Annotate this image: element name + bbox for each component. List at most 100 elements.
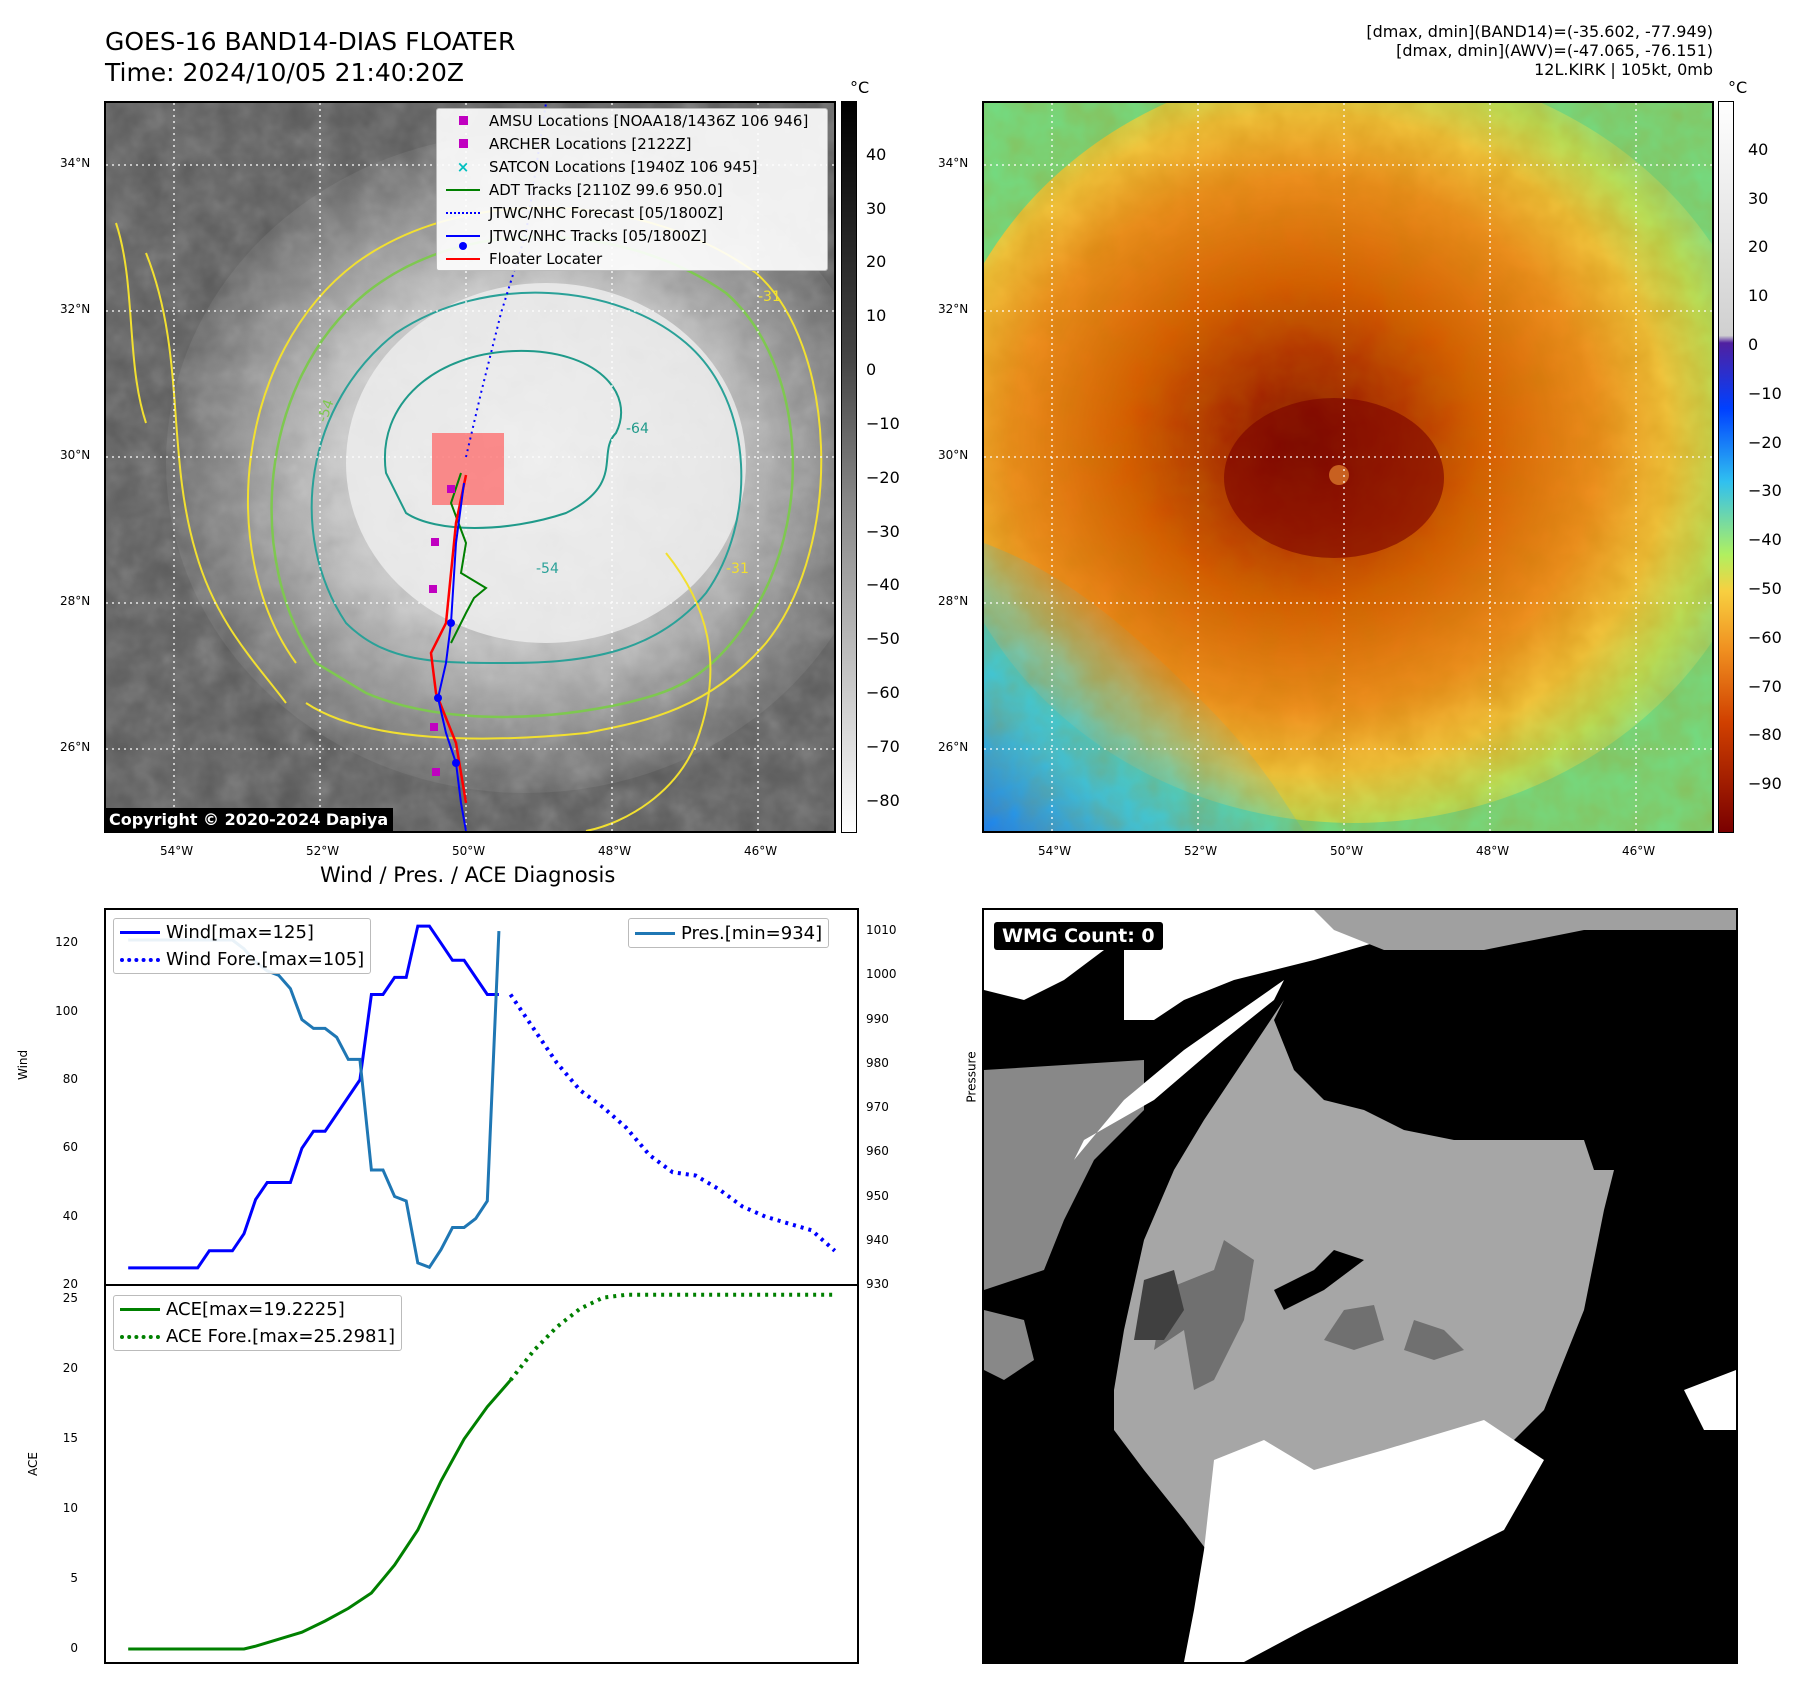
- adt-track: [449, 472, 488, 644]
- wmg-count-badge: WMG Count: 0: [994, 922, 1163, 950]
- legend-label: Floater Locater: [489, 249, 603, 268]
- wmg-image: [984, 910, 1736, 1662]
- axis-tick-label: 940: [866, 1232, 889, 1247]
- colorbar-tick-label: 40: [866, 144, 887, 164]
- map-legend: AMSU Locations [NOAA18/1436Z 106 946] AR…: [436, 108, 828, 271]
- contour-label: -64: [626, 421, 649, 437]
- axis-tick-label: 0: [70, 1641, 78, 1655]
- dot-marker-icon: [459, 241, 467, 250]
- axis-tick-label: 25: [62, 1291, 78, 1305]
- lat-label: 30°N: [938, 448, 969, 462]
- lat-label: 34°N: [60, 156, 91, 170]
- legend-label: Wind Fore.[max=105]: [166, 949, 365, 970]
- colorbar-left: [841, 101, 857, 833]
- legend-tracks: JTWC/NHC Tracks [05/1800Z]: [437, 224, 827, 250]
- storm-info: 12L.KIRK | 105kt, 0mb: [1534, 60, 1713, 79]
- lon-label: 52°W: [306, 844, 340, 858]
- colorbar-tick-label: −50: [866, 629, 900, 649]
- axis-tick-label: 15: [62, 1431, 78, 1445]
- wind-legend: Wind[max=125] Wind Fore.[max=105]: [113, 918, 372, 974]
- legend-label: JTWC/NHC Tracks [05/1800Z]: [489, 226, 707, 245]
- colorbar-tick-label: −90: [1748, 774, 1782, 794]
- legend-forecast: JTWC/NHC Forecast [05/1800Z]: [437, 201, 827, 224]
- legend-wind: Wind[max=125]: [114, 919, 370, 946]
- forecast-track: [465, 103, 547, 458]
- dotted-line-icon: [120, 1334, 160, 1339]
- colorbar-tick-label: −60: [1748, 627, 1782, 647]
- axis-tick-label: 120: [55, 935, 78, 950]
- colorbar-tick-label: 30: [1748, 188, 1769, 208]
- contour-label: -31: [758, 289, 781, 305]
- square-marker-icon: [458, 116, 468, 125]
- pressure-series-line: [128, 931, 501, 1270]
- legend-label: Wind[max=125]: [166, 922, 314, 943]
- axis-tick-label: 10: [62, 1501, 78, 1515]
- lat-label: 32°N: [938, 302, 969, 316]
- contour-label: -31: [726, 561, 749, 577]
- colorbar-tick-label: 30: [866, 198, 887, 218]
- wind-series-line: [128, 924, 499, 1270]
- ir-grayscale-image: -54 -64 -54 -31 -31: [106, 103, 834, 831]
- axis-tick-label: 60: [62, 1140, 78, 1155]
- legend-ace-forecast: ACE Fore.[max=25.2981]: [114, 1323, 401, 1350]
- floater-box: [432, 433, 504, 505]
- colorbar-right: [1718, 101, 1734, 833]
- x-marker-icon: ×: [456, 157, 470, 176]
- lat-label: 26°N: [60, 740, 91, 754]
- legend-wind-forecast: Wind Fore.[max=105]: [114, 946, 370, 973]
- ace-panel: [104, 1284, 859, 1664]
- diagnosis-plots: [104, 908, 859, 1664]
- square-marker-icon: [458, 139, 468, 148]
- legend-label: SATCON Locations [1940Z 106 945]: [489, 157, 758, 176]
- axis-tick-label: 970: [866, 1100, 889, 1115]
- legend-label: ARCHER Locations [2122Z]: [489, 134, 692, 153]
- axis-tick-label: 40: [62, 1208, 78, 1223]
- legend-label: Pres.[min=934]: [681, 922, 823, 944]
- axis-tick-label: 990: [866, 1011, 889, 1026]
- lon-label: 46°W: [744, 844, 778, 858]
- colorbar-tick-label: −10: [866, 413, 900, 433]
- axis-tick-label: 100: [55, 1003, 78, 1018]
- colorbar-tick-label: −60: [866, 683, 900, 703]
- colorbar-tick-label: −30: [1748, 481, 1782, 501]
- legend-label: ADT Tracks [2110Z 99.6 950.0]: [489, 180, 723, 199]
- wind-ylabel: Wind: [16, 1049, 30, 1080]
- best-track-points: [434, 619, 460, 767]
- ace-forecast-line: [508, 1292, 835, 1382]
- line-icon: [635, 931, 675, 935]
- axis-tick-label: 960: [866, 1144, 889, 1159]
- lon-label: 48°W: [598, 844, 632, 858]
- legend-label: JTWC/NHC Forecast [05/1800Z]: [489, 203, 724, 222]
- contour-label: -54: [536, 561, 559, 577]
- colorbar-tick-label: 10: [866, 306, 887, 326]
- lat-label: 28°N: [938, 594, 969, 608]
- colorbar-tick-label: −20: [866, 467, 900, 487]
- pressure-legend: Pres.[min=934]: [628, 918, 830, 948]
- colorbar-tick-label: 20: [1748, 237, 1769, 257]
- colorbar-tick-label: 0: [866, 360, 877, 380]
- stats-band14: [dmax, dmin](BAND14)=(-35.602, -77.949): [1366, 22, 1713, 41]
- legend-floater: Floater Locater: [437, 247, 827, 270]
- figure-title: GOES-16 BAND14-DIAS FLOATER Time: 2024/1…: [105, 26, 515, 88]
- wmg-panel: [982, 908, 1738, 1664]
- axis-tick-label: 980: [866, 1055, 889, 1070]
- axis-tick-label: 1010: [866, 923, 897, 938]
- lon-label: 50°W: [452, 844, 486, 858]
- line-icon: [120, 1308, 160, 1311]
- ace-ylabel: ACE: [26, 1452, 40, 1476]
- legend-label: ACE[max=19.2225]: [166, 1299, 345, 1320]
- lat-label: 32°N: [60, 302, 91, 316]
- legend-label: AMSU Locations [NOAA18/1436Z 106 946]: [489, 111, 809, 130]
- lat-label: 28°N: [60, 594, 91, 608]
- colorbar-tick-label: −40: [1748, 530, 1782, 550]
- ir-color-image: [984, 103, 1712, 831]
- axis-tick-label: 930: [866, 1277, 889, 1291]
- map-gridlines: [984, 103, 1712, 831]
- archer-points: [429, 485, 455, 776]
- lon-label: 52°W: [1184, 844, 1218, 858]
- legend-amsu: AMSU Locations [NOAA18/1436Z 106 946]: [437, 109, 827, 132]
- axis-tick-label: 5: [70, 1571, 78, 1585]
- colorbar-tick-label: 20: [866, 252, 887, 272]
- ir-color-map: [982, 101, 1714, 833]
- axis-tick-label: 20: [62, 1277, 78, 1291]
